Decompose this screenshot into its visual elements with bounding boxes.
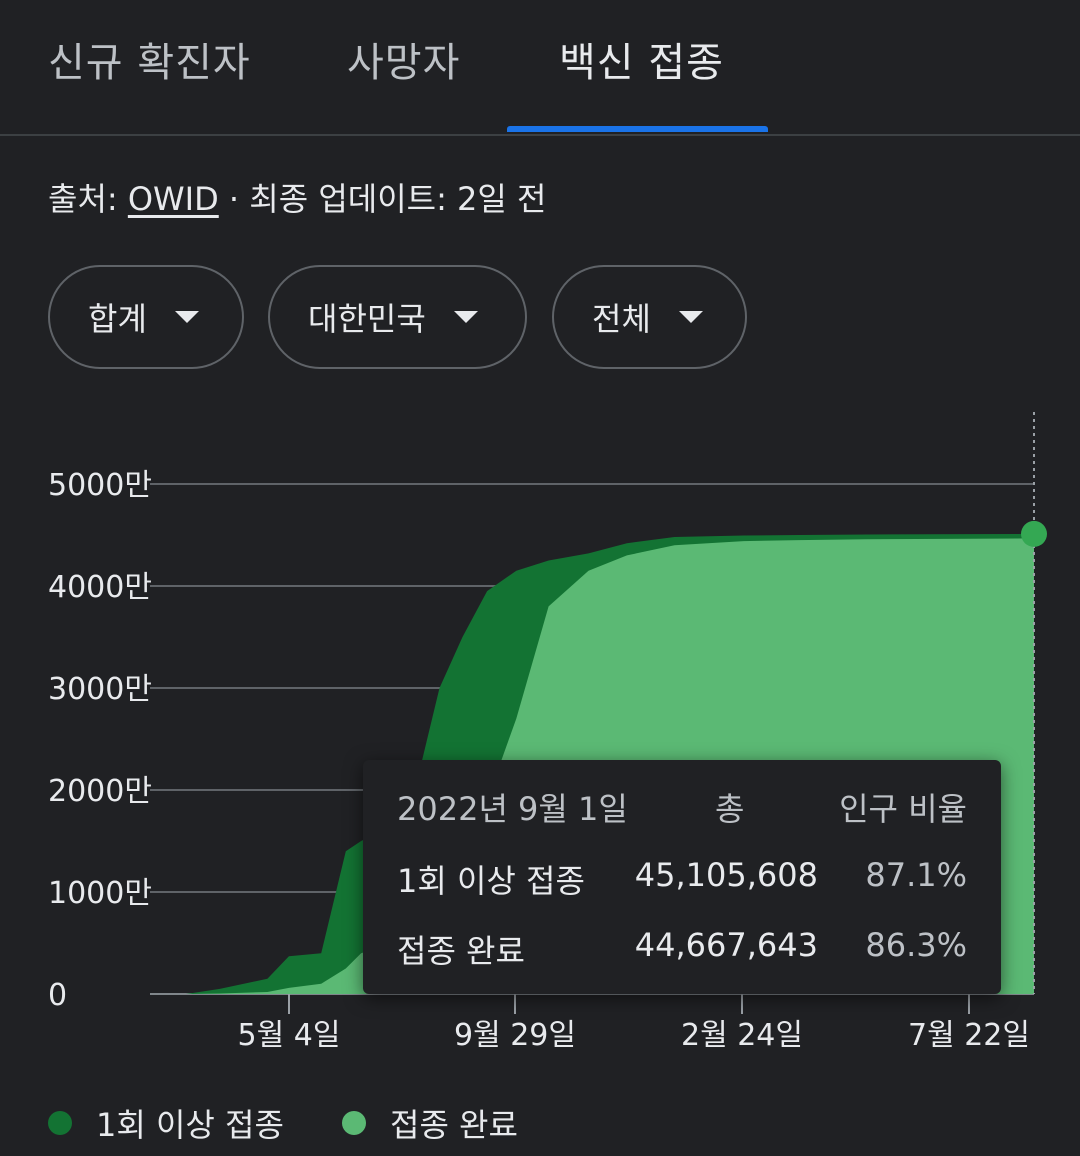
y-tick-label: 5000만 xyxy=(48,468,152,503)
legend-item-fully-vaccinated: 접종 완료 xyxy=(342,1100,518,1146)
region-filter-label: 대한민국 xyxy=(308,300,426,338)
tooltip-row-label: 1회 이상 접종 xyxy=(397,862,585,900)
y-tick-label: 1000만 xyxy=(48,876,152,911)
scope-filter-label: 전체 xyxy=(592,300,651,338)
dropdown-arrow-icon xyxy=(453,311,478,323)
tab-deaths[interactable]: 사망자 xyxy=(347,40,461,86)
x-tick-label: 2월 24일 xyxy=(681,1018,803,1050)
legend-label: 접종 완료 xyxy=(390,1106,518,1144)
source-update: · 최종 업데이트: 2일 전 xyxy=(218,180,547,218)
region-filter[interactable]: 대한민국 xyxy=(268,265,527,369)
legend-label: 1회 이상 접종 xyxy=(96,1106,284,1144)
legend-item-first-dose: 1회 이상 접종 xyxy=(48,1100,284,1146)
aggregation-filter[interactable]: 합계 xyxy=(48,265,244,369)
tooltip-col-ratio: 인구 비율 xyxy=(839,790,967,828)
tooltip-date: 2022년 9월 1일 xyxy=(397,790,628,828)
tab-bar: 신규 확진자 사망자 백신 접종 xyxy=(0,0,1080,136)
scope-filter[interactable]: 전체 xyxy=(552,265,747,369)
dropdown-arrow-icon xyxy=(678,311,703,323)
y-tick-label: 4000만 xyxy=(48,570,152,605)
x-tick-label: 7월 22일 xyxy=(908,1018,1030,1050)
tab-new-cases[interactable]: 신규 확진자 xyxy=(48,40,251,86)
tooltip-row-ratio: 87.1% xyxy=(865,856,967,894)
aggregation-filter-label: 합계 xyxy=(88,300,147,338)
legend-dot-icon xyxy=(342,1111,366,1135)
legend-dot-icon xyxy=(48,1111,72,1135)
tooltip-row-label: 접종 완료 xyxy=(397,932,525,970)
tooltip-row-ratio: 86.3% xyxy=(865,926,967,964)
source-line: 출처: OWID · 최종 업데이트: 2일 전 xyxy=(48,174,546,220)
tab-vaccination[interactable]: 백신 접종 xyxy=(559,40,724,86)
dropdown-arrow-icon xyxy=(174,311,199,323)
source-link[interactable]: OWID xyxy=(127,180,219,218)
y-tick-label: 3000만 xyxy=(48,672,152,707)
source-prefix: 출처: xyxy=(48,180,128,218)
y-tick-label: 0 xyxy=(48,978,67,1013)
tooltip-col-total: 총 xyxy=(715,790,745,828)
hover-marker xyxy=(1021,520,1047,547)
chart-tooltip: 2022년 9월 1일 총 인구 비율 1회 이상 접종 45,105,608 … xyxy=(363,760,1001,994)
x-tick-label: 5월 4일 xyxy=(238,1018,341,1050)
tooltip-row-total: 45,105,608 xyxy=(634,856,818,894)
tooltip-row-total: 44,667,643 xyxy=(634,926,818,964)
y-tick-label: 2000만 xyxy=(48,774,152,809)
x-tick-label: 9월 29일 xyxy=(454,1018,576,1050)
active-tab-indicator xyxy=(507,126,768,132)
